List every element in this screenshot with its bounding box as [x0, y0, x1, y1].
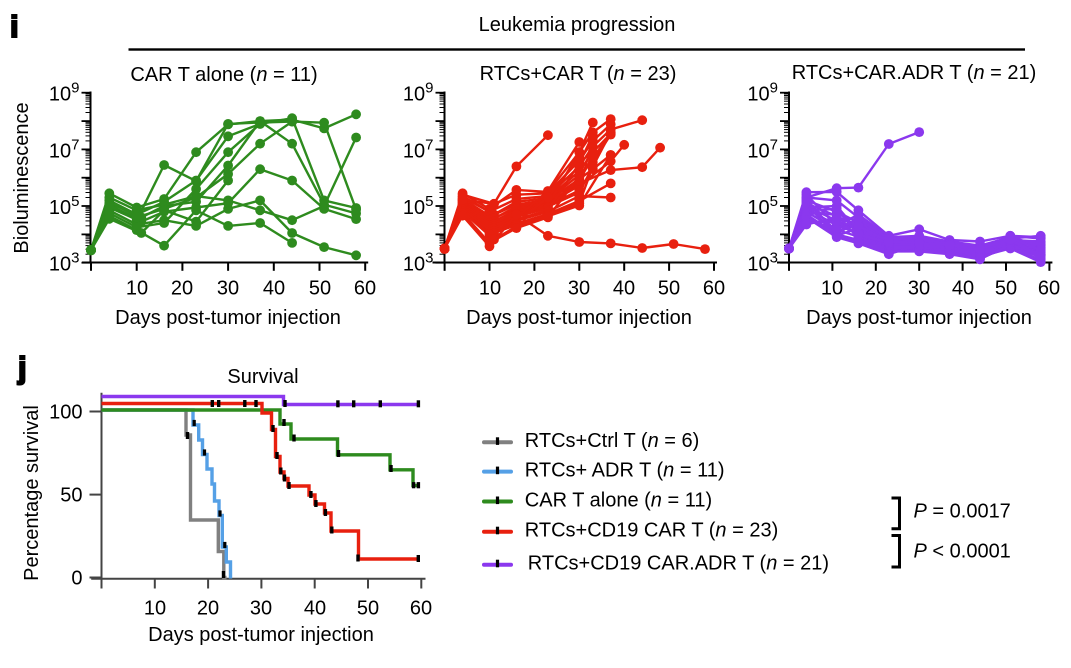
svg-text:50: 50 — [995, 278, 1017, 300]
svg-text:60: 60 — [1038, 278, 1060, 300]
svg-text:Percentage survival: Percentage survival — [21, 405, 43, 581]
svg-text:10: 10 — [126, 278, 148, 300]
svg-text:30: 30 — [250, 598, 272, 620]
svg-text:RTCs+CD19 CAR.ADR T (n = 21): RTCs+CD19 CAR.ADR T (n = 21) — [528, 553, 829, 575]
svg-text:20: 20 — [171, 278, 193, 300]
svg-text:107: 107 — [403, 136, 434, 162]
svg-text:20: 20 — [865, 278, 887, 300]
svg-text:RTCs+CAR T (n = 23): RTCs+CAR T (n = 23) — [480, 63, 677, 85]
svg-text:10: 10 — [821, 278, 843, 300]
svg-text:105: 105 — [403, 193, 434, 219]
svg-text:105: 105 — [49, 193, 80, 219]
svg-text:Days post-tumor injection: Days post-tumor injection — [466, 307, 692, 329]
svg-text:RTCs+ ADR T (n = 11): RTCs+ ADR T (n = 11) — [525, 459, 725, 481]
svg-text:109: 109 — [403, 80, 434, 106]
svg-text:CAR T alone (n = 11): CAR T alone (n = 11) — [130, 64, 317, 86]
svg-text:0: 0 — [71, 568, 82, 590]
svg-text:CAR T alone (n = 11): CAR T alone (n = 11) — [525, 489, 712, 511]
svg-text:j: j — [17, 350, 27, 385]
svg-text:RTCs+CD19 CAR T (n = 23): RTCs+CD19 CAR T (n = 23) — [525, 520, 778, 542]
svg-text:103: 103 — [403, 250, 434, 276]
svg-text:Bioluminescence: Bioluminescence — [11, 102, 33, 253]
svg-text:Days post-tumor injection: Days post-tumor injection — [806, 307, 1032, 329]
svg-text:107: 107 — [49, 136, 80, 162]
svg-text:P < 0.0001: P < 0.0001 — [914, 541, 1011, 563]
svg-text:100: 100 — [49, 402, 82, 424]
svg-text:40: 40 — [613, 278, 635, 300]
svg-text:50: 50 — [357, 598, 379, 620]
svg-text:30: 30 — [217, 278, 239, 300]
svg-text:P = 0.0017: P = 0.0017 — [914, 501, 1011, 523]
svg-text:i: i — [10, 9, 19, 44]
svg-text:105: 105 — [747, 193, 778, 219]
svg-text:20: 20 — [523, 278, 545, 300]
svg-text:Leukemia progression: Leukemia progression — [479, 14, 676, 36]
svg-text:50: 50 — [309, 278, 331, 300]
svg-text:103: 103 — [49, 250, 80, 276]
svg-text:20: 20 — [197, 598, 219, 620]
svg-text:Days post-tumor injection: Days post-tumor injection — [148, 624, 374, 646]
svg-text:109: 109 — [49, 80, 80, 106]
svg-text:RTCs+CAR.ADR T (n = 21): RTCs+CAR.ADR T (n = 21) — [792, 62, 1037, 84]
svg-text:RTCs+Ctrl T (n = 6): RTCs+Ctrl T (n = 6) — [525, 430, 700, 452]
svg-text:60: 60 — [703, 278, 725, 300]
svg-text:10: 10 — [479, 278, 501, 300]
svg-text:40: 40 — [263, 278, 285, 300]
svg-text:Days post-tumor injection: Days post-tumor injection — [115, 307, 341, 329]
svg-text:10: 10 — [144, 598, 166, 620]
svg-text:50: 50 — [60, 485, 82, 507]
svg-text:30: 30 — [568, 278, 590, 300]
svg-text:Survival: Survival — [227, 366, 298, 388]
svg-text:40: 40 — [304, 598, 326, 620]
svg-text:109: 109 — [747, 80, 778, 106]
svg-text:103: 103 — [747, 250, 778, 276]
svg-text:30: 30 — [908, 278, 930, 300]
svg-text:50: 50 — [658, 278, 680, 300]
svg-text:107: 107 — [747, 136, 778, 162]
svg-text:60: 60 — [410, 598, 432, 620]
svg-text:40: 40 — [952, 278, 974, 300]
svg-text:60: 60 — [354, 278, 376, 300]
